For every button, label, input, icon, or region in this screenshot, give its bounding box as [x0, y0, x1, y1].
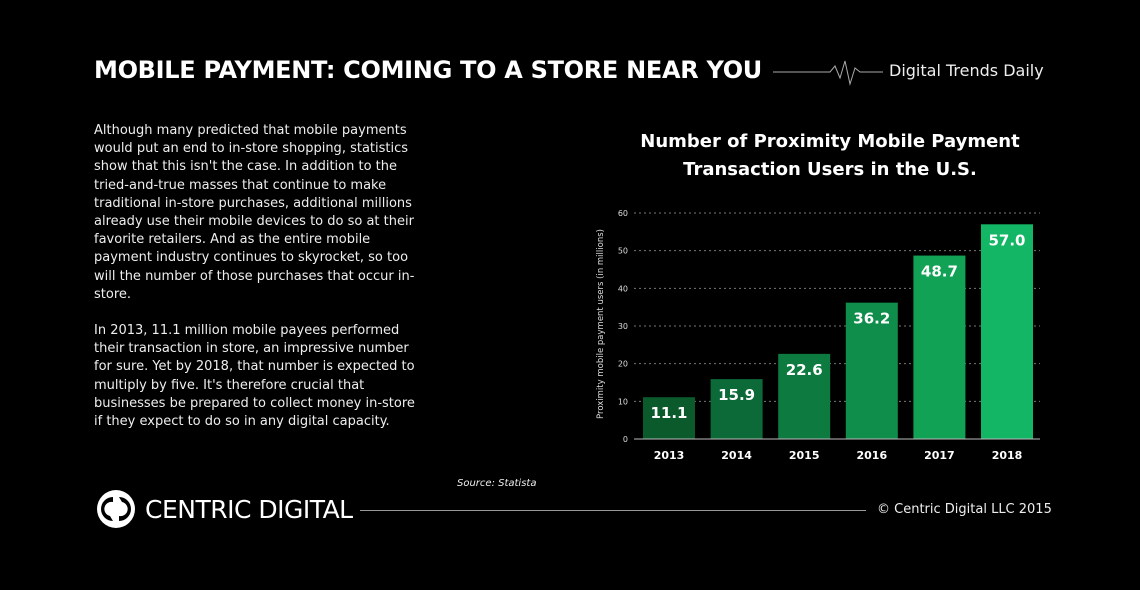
- page-title: MOBILE PAYMENT: COMING TO A STORE NEAR Y…: [94, 56, 762, 84]
- data-label: 11.1: [650, 404, 687, 422]
- y-tick-label: 60: [618, 209, 628, 218]
- source-note: Source: Statista: [457, 478, 537, 489]
- y-tick-label: 0: [623, 435, 628, 444]
- x-tick-label: 2015: [789, 449, 820, 462]
- data-label: 36.2: [853, 310, 890, 328]
- body-text: Although many predicted that mobile paym…: [94, 122, 424, 449]
- data-label: 57.0: [988, 231, 1025, 249]
- x-tick-label: 2018: [992, 449, 1023, 462]
- brand-name: Digital Trends Daily: [889, 61, 1044, 80]
- data-label: 22.6: [786, 361, 823, 379]
- x-tick-label: 2016: [856, 449, 887, 462]
- bar: [643, 397, 695, 439]
- bar: [913, 255, 966, 439]
- y-tick-label: 10: [618, 397, 628, 406]
- bar: [845, 302, 898, 439]
- chart-title: Number of Proximity Mobile Payment Trans…: [640, 131, 1020, 180]
- y-tick-label: 50: [618, 247, 628, 256]
- paragraph: In 2013, 11.1 million mobile payees perf…: [94, 323, 415, 430]
- data-label: 15.9: [718, 386, 755, 404]
- copyright: © Centric Digital LLC 2015: [877, 502, 1052, 517]
- data-label: 48.7: [921, 263, 958, 281]
- heartbeat-icon: [773, 60, 883, 86]
- y-tick-label: 30: [618, 322, 628, 331]
- paragraph: Although many predicted that mobile paym…: [94, 123, 415, 302]
- bar: [981, 224, 1033, 439]
- x-tick-label: 2014: [721, 449, 752, 462]
- x-tick-label: 2013: [654, 449, 685, 462]
- centric-logo-icon: [97, 490, 135, 528]
- x-tick-label: 2017: [924, 449, 955, 462]
- y-tick-label: 40: [618, 284, 628, 293]
- y-tick-label: 20: [618, 360, 628, 369]
- divider: [360, 510, 866, 511]
- bar: [710, 379, 763, 439]
- logo-wordmark: CENTRIC DIGITAL: [145, 495, 353, 524]
- y-axis-label: Proximity mobile payment users (in milli…: [596, 229, 606, 419]
- bar: [778, 353, 831, 439]
